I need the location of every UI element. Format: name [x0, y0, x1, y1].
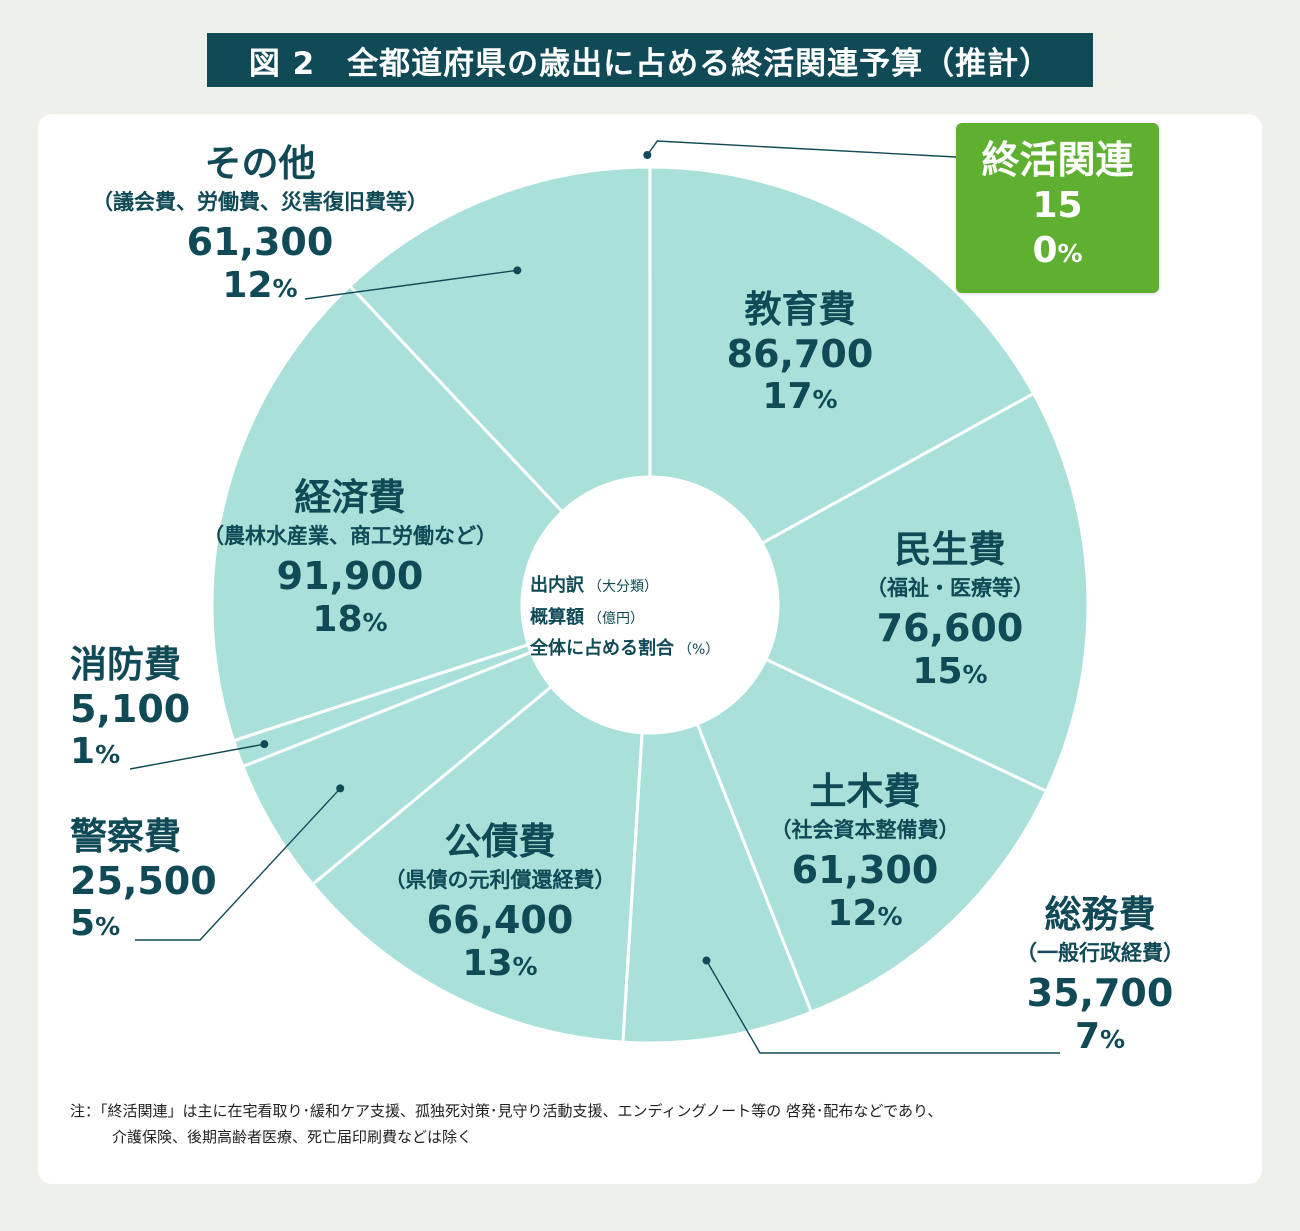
slice-1 [648, 165, 1036, 546]
leader-shobo [129, 743, 265, 770]
label-shukatsu-name: 終活関連 [981, 138, 1134, 182]
leader-shukatsu [646, 140, 957, 158]
label-minsei-value: 76,600 [876, 606, 1024, 651]
label-doboku: 土木費 （社会資本整備費） 61,300 12% [745, 770, 985, 936]
center-line3-sub: （%） [678, 642, 720, 658]
label-kosai-value: 66,400 [426, 898, 574, 943]
label-sonota-sub: （議会費、労働費、災害復旧費等） [92, 189, 428, 214]
label-shobo-pct: 1% [70, 731, 121, 773]
label-minsei-sub: （福祉・医療等） [866, 575, 1034, 600]
center-legend: 出内訳 （大分類） 概算額 （億円） 全体に占める割合 （%） [530, 570, 780, 665]
center-line1: 出内訳 [530, 575, 584, 596]
label-doboku-sub: （社会資本整備費） [770, 817, 960, 842]
slice-5 [310, 684, 644, 1044]
leader-sonota [304, 269, 518, 300]
leader-dot-sonota [513, 266, 522, 275]
label-sonota-pct: 12% [222, 265, 298, 307]
label-kyoiku-name: 教育費 [744, 288, 856, 331]
label-kosai-name: 公債費 [444, 820, 556, 863]
label-keizai: 経済費 （農林水産業、商工労働など） 91,900 18% [180, 476, 520, 642]
footnote-line1: 注：「終活関連」は主に在宅看取り･緩和ケア支援、孤独死対策･見守り活動支援、エン… [70, 1102, 943, 1120]
footnote: 注：「終活関連」は主に在宅看取り･緩和ケア支援、孤独死対策･見守り活動支援、エン… [70, 1098, 1240, 1151]
label-somu-sub: （一般行政経費） [1016, 940, 1184, 965]
label-kosai: 公債費 （県債の元利償還経費） 66,400 13% [355, 820, 645, 986]
label-kyoiku-pct: 17% [762, 376, 838, 418]
chart-title: 図 2 全都道府県の歳出に占める終活関連予算（推計） [207, 33, 1093, 87]
label-minsei: 民生費 （福祉・医療等） 76,600 15% [830, 528, 1070, 694]
label-minsei-name: 民生費 [894, 528, 1006, 571]
label-doboku-name: 土木費 [809, 770, 921, 813]
center-line2: 概算額 [530, 606, 584, 628]
label-keisatsu: 警察費 25,500 5% [70, 815, 270, 946]
slice-8 [210, 283, 565, 743]
label-shukatsu: 終活関連 15 0% [956, 123, 1159, 293]
slice-4 [621, 722, 814, 1045]
label-sonota-name: その他 [204, 142, 316, 185]
slice-2 [760, 391, 1090, 794]
label-minsei-pct: 15% [912, 651, 988, 693]
label-kosai-sub: （県債の元利償還経費） [384, 867, 616, 892]
label-sonota-value: 61,300 [186, 220, 334, 265]
label-shobo: 消防費 5,100 1% [70, 643, 270, 774]
leader-dot-shobo [260, 740, 269, 749]
label-doboku-value: 61,300 [791, 848, 939, 893]
label-somu-value: 35,700 [1026, 971, 1174, 1016]
label-keizai-value: 91,900 [276, 554, 424, 599]
label-somu-name: 総務費 [1044, 893, 1156, 936]
label-kosai-pct: 13% [462, 943, 538, 985]
label-keizai-sub: （農林水産業、商工労働など） [203, 523, 497, 548]
footnote-line2: 介護保険、後期高齢者医療、死亡届印刷費などは除く [112, 1128, 473, 1147]
label-kyoiku: 教育費 86,700 17% [700, 288, 900, 419]
label-keizai-pct: 18% [312, 599, 388, 641]
label-keisatsu-name: 警察費 [70, 815, 181, 858]
label-keisatsu-value: 25,500 [70, 858, 217, 903]
center-line2-sub: （億円） [588, 610, 644, 627]
leader-somu [705, 960, 1060, 1054]
slice-9 [347, 165, 652, 514]
leader-dot-somu [702, 956, 711, 965]
label-shukatsu-pct: 0% [1032, 229, 1083, 271]
label-somu-pct: 7% [1074, 1016, 1126, 1058]
label-keizai-name: 経済費 [294, 476, 406, 519]
label-shobo-name: 消防費 [70, 643, 181, 686]
leader-dot-keisatsu [336, 784, 345, 793]
label-shobo-value: 5,100 [70, 686, 191, 731]
label-sonota: その他 （議会費、労働費、災害復旧費等） 61,300 12% [75, 142, 445, 308]
label-somu: 総務費 （一般行政経費） 35,700 7% [995, 893, 1205, 1059]
leader-keisatsu [135, 787, 341, 941]
label-keisatsu-pct: 5% [70, 903, 121, 945]
label-kyoiku-value: 86,700 [726, 331, 874, 376]
center-line3: 全体に占める割合 [530, 638, 674, 659]
center-line1-sub: （大分類） [588, 579, 658, 595]
label-doboku-pct: 12% [827, 893, 903, 935]
leader-dot-shukatsu [643, 151, 652, 160]
slice-3 [695, 657, 1049, 1015]
label-shukatsu-value: 15 [1032, 185, 1083, 227]
